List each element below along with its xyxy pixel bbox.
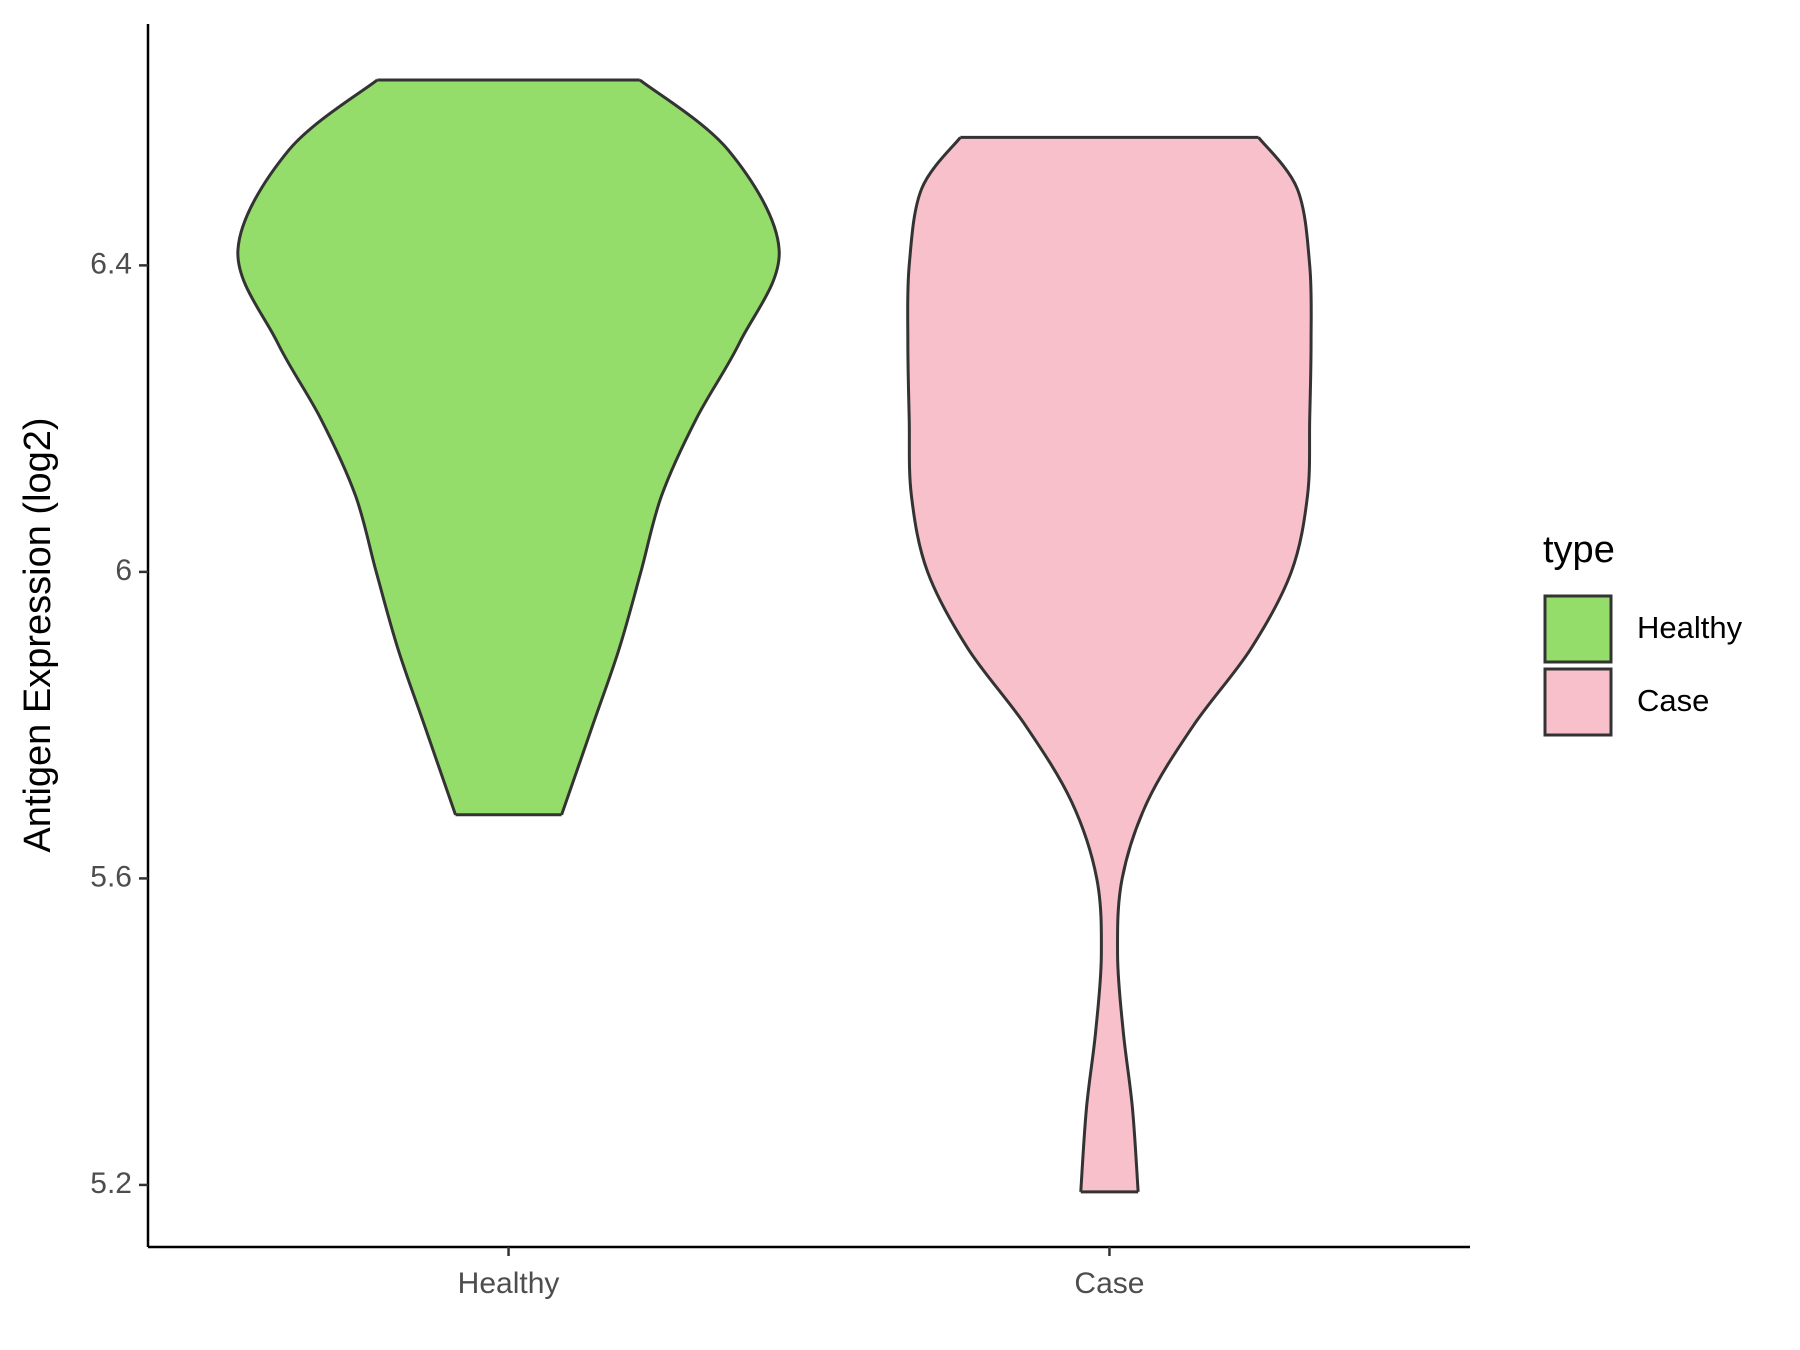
x-tick-label: Healthy: [458, 1267, 560, 1300]
legend-label: Healthy: [1637, 610, 1743, 645]
violin-body: [907, 137, 1312, 1192]
y-tick-label: 6: [115, 554, 132, 587]
violin-outline: [1116, 136, 1313, 1192]
y-tick-label: 5.2: [90, 1167, 132, 1200]
violin-body: [237, 79, 780, 815]
legend-label: Case: [1637, 683, 1709, 718]
legend-key: [1543, 594, 1613, 664]
legend-key: [1543, 667, 1613, 737]
y-tick-label: 6.4: [90, 247, 132, 280]
violin-outline: [236, 78, 457, 816]
y-tick-label: 5.6: [90, 860, 132, 893]
legend-title: type: [1543, 529, 1615, 571]
violin-outline: [906, 136, 1103, 1192]
violin-outline: [560, 78, 781, 816]
y-axis-title: Antigen Expression (log2): [17, 417, 59, 852]
x-tick-label: Case: [1074, 1267, 1144, 1300]
